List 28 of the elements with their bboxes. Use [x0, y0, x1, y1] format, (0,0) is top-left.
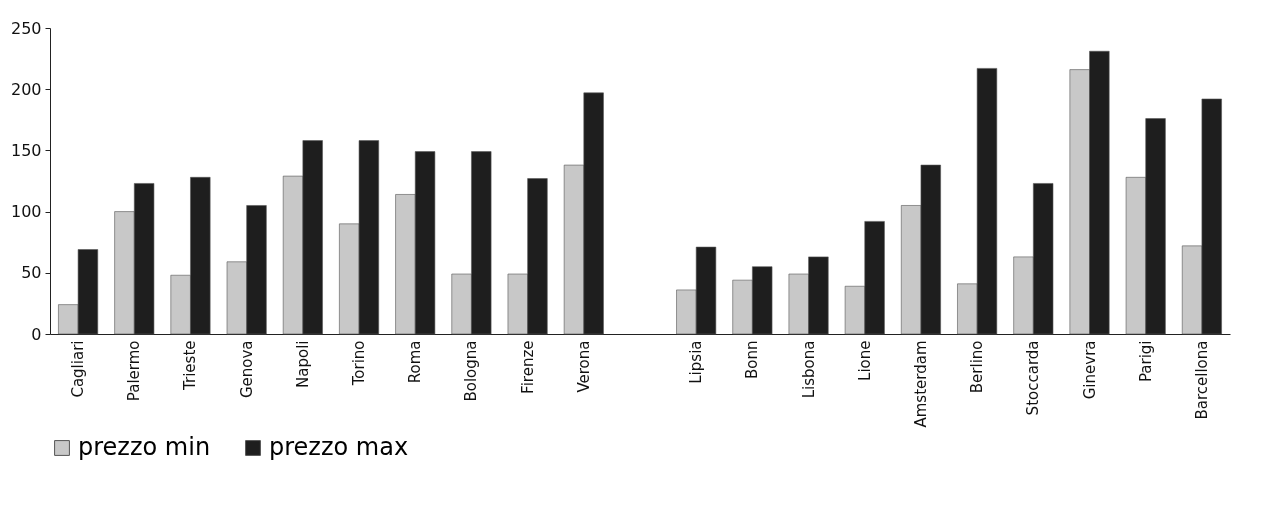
y-tick-label: 150	[10, 140, 42, 160]
legend-label: prezzo max	[269, 433, 409, 461]
x-tick-label: Lione	[855, 340, 874, 381]
x-tick-label: Barcellona	[1192, 340, 1211, 420]
x-tick-label: Firenze	[518, 340, 537, 394]
x-tick-label: Bonn	[743, 340, 762, 379]
x-tick-label: Parigi	[1136, 340, 1155, 383]
x-tick-label: Trieste	[181, 340, 200, 391]
x-tick-label: Ginevra	[1080, 340, 1099, 400]
x-tick-label: Bologna	[462, 340, 481, 402]
x-tick-label: Torino	[350, 340, 369, 387]
y-tick-label: 50	[21, 263, 42, 283]
x-tick-label: Palermo	[125, 340, 144, 402]
y-tick-label: 0	[31, 324, 42, 344]
legend-label: prezzo min	[78, 433, 211, 461]
x-tick-label: Roma	[406, 340, 425, 384]
x-tick-label: Napoli	[293, 340, 312, 388]
x-tick-label: Genova	[237, 340, 256, 399]
x-tick-label: Cagliari	[69, 340, 88, 398]
x-tick-label: Lisbona	[799, 340, 818, 399]
x-tick-label: Lipsia	[687, 340, 706, 384]
y-tick-label: 100	[10, 202, 42, 222]
x-tick-label: Berlino	[968, 340, 987, 394]
x-tick-label: Stoccarda	[1024, 340, 1043, 416]
y-tick-label: 250	[10, 18, 42, 38]
x-tick-label: Amsterdam	[911, 340, 930, 428]
x-tick-label: Verona	[574, 340, 593, 393]
y-tick-label: 200	[10, 79, 42, 99]
